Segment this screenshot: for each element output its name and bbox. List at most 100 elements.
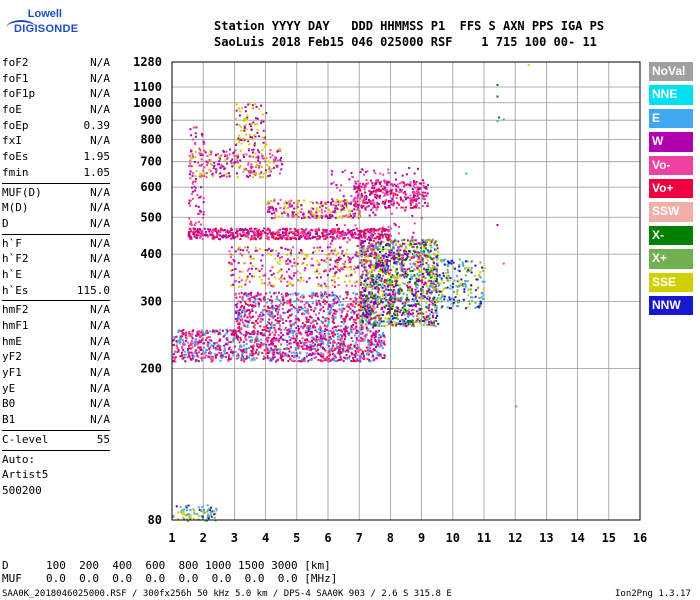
echo-point	[184, 356, 187, 359]
echo-point	[263, 282, 266, 285]
echo-point	[346, 346, 349, 349]
echo-point	[457, 305, 460, 308]
echo-point	[367, 341, 370, 344]
echo-point	[257, 339, 260, 342]
echo-point	[377, 235, 380, 238]
echo-point	[355, 337, 358, 340]
echo-point	[428, 279, 431, 282]
param-value: N/A	[90, 185, 110, 199]
echo-point	[255, 294, 258, 297]
echo-point	[456, 299, 459, 302]
echo-point	[361, 230, 364, 233]
echo-point	[285, 319, 288, 322]
echo-point	[203, 332, 206, 335]
echo-point	[395, 273, 398, 276]
param-row-fmin: fmin 1.05	[2, 166, 110, 182]
echo-point	[310, 207, 313, 210]
echo-point	[412, 253, 415, 256]
echo-point	[344, 317, 347, 320]
echo-point	[215, 353, 218, 356]
echo-point	[378, 256, 381, 259]
echo-point	[297, 201, 300, 204]
echo-point	[354, 296, 357, 299]
echo-point	[210, 515, 213, 518]
echo-point	[285, 260, 288, 263]
echo-point	[226, 229, 229, 232]
echo-point	[182, 516, 185, 519]
echo-point	[405, 250, 408, 253]
echo-point	[390, 251, 393, 254]
echo-point	[371, 275, 374, 278]
echo-point	[227, 234, 230, 237]
echo-point	[369, 296, 372, 299]
echo-point	[328, 333, 331, 336]
echo-point	[462, 284, 465, 287]
echo-point	[271, 249, 274, 252]
echo-point	[185, 337, 188, 340]
echo-point	[410, 244, 413, 247]
echo-point	[306, 346, 309, 349]
echo-point	[338, 259, 341, 262]
echo-point	[363, 251, 366, 254]
echo-point	[342, 348, 345, 351]
echo-point	[265, 343, 268, 346]
echo-point	[343, 280, 346, 283]
echo-point	[370, 236, 373, 239]
echo-point	[378, 319, 381, 322]
echo-point	[360, 297, 363, 300]
echo-point	[251, 321, 254, 324]
echo-point	[303, 303, 306, 306]
echo-point	[291, 293, 294, 296]
echo-point	[289, 342, 292, 345]
echo-point	[245, 228, 248, 231]
param-row-h-f: h`F N/A	[2, 237, 110, 253]
echo-point	[399, 309, 402, 312]
echo-point	[415, 180, 418, 183]
echo-point	[194, 334, 197, 337]
echo-point	[369, 200, 372, 203]
echo-point	[317, 202, 320, 205]
echo-point	[200, 331, 203, 334]
echo-point	[345, 284, 348, 287]
echo-point	[393, 260, 396, 263]
echo-point	[350, 273, 353, 276]
echo-point	[174, 350, 177, 353]
echo-point	[370, 252, 373, 255]
echo-point	[323, 347, 326, 350]
echo-point	[197, 506, 200, 509]
echo-point	[228, 250, 231, 253]
echo-point	[198, 236, 201, 239]
echo-point	[188, 227, 191, 230]
echo-point	[276, 348, 279, 351]
echo-point	[381, 267, 384, 270]
echo-point	[390, 323, 393, 326]
echo-point	[399, 274, 402, 277]
header-values: SaoLuis 2018 Feb15 046 025000 RSF 1 715 …	[214, 35, 597, 49]
echo-point	[424, 318, 427, 321]
echo-point	[333, 230, 336, 233]
echo-point	[183, 354, 186, 357]
echo-point	[306, 263, 309, 266]
echo-point	[417, 194, 420, 197]
echo-point	[288, 330, 291, 333]
echo-point	[249, 311, 252, 314]
echo-point	[212, 356, 215, 359]
echo-point	[462, 264, 465, 267]
echo-point	[311, 302, 314, 305]
echo-point	[335, 266, 338, 269]
echo-point	[425, 315, 428, 318]
echo-point	[433, 253, 436, 256]
echo-point	[368, 190, 371, 193]
echo-point	[411, 187, 414, 190]
echo-point	[378, 259, 381, 262]
echo-point	[423, 241, 426, 244]
echo-point	[244, 246, 247, 249]
echo-point	[403, 238, 406, 241]
echo-point	[367, 306, 370, 309]
echo-point	[430, 285, 433, 288]
echo-point	[447, 260, 450, 263]
echo-point	[278, 304, 281, 307]
echo-point	[271, 233, 274, 236]
echo-point	[390, 200, 393, 203]
echo-point	[433, 301, 436, 304]
